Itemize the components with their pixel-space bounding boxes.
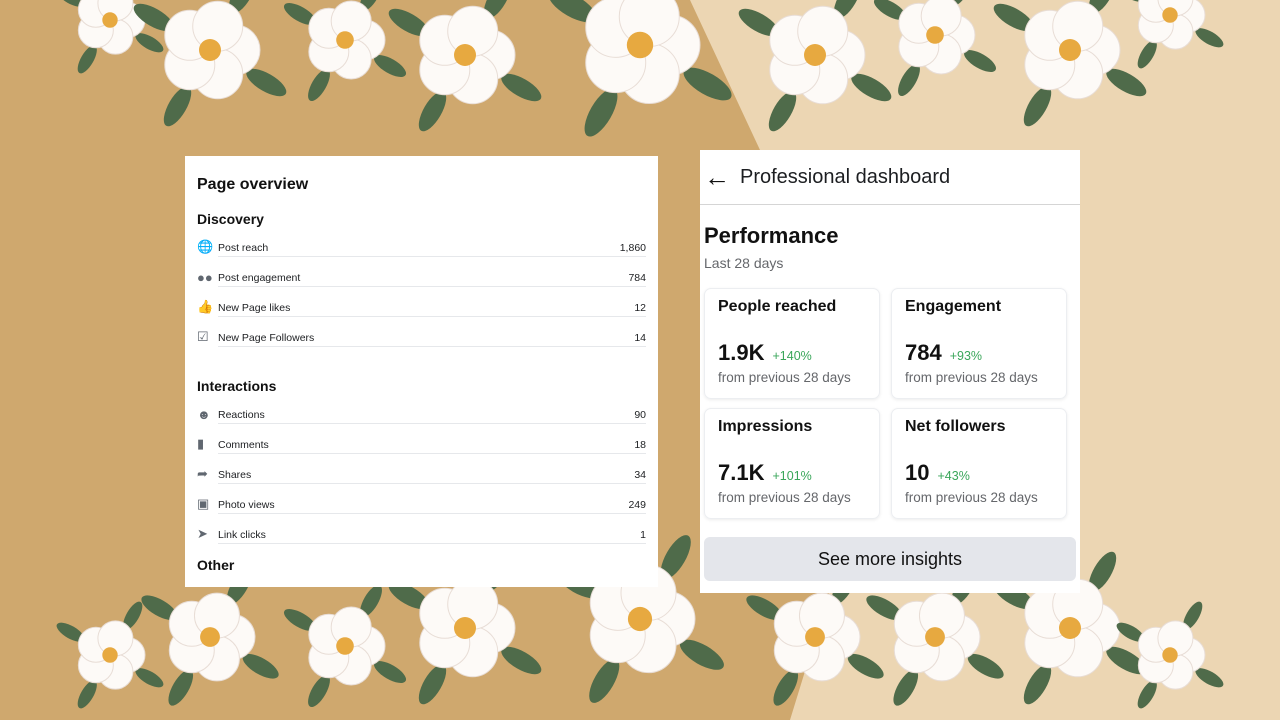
metric-value: 90 xyxy=(634,409,646,421)
dashboard-title: Professional dashboard xyxy=(740,165,951,188)
card-delta: +93% xyxy=(949,349,983,363)
page-overview-panel: Page overview Discovery 🌐 Post reach 1,8… xyxy=(185,156,658,587)
globe-icon: 🌐 xyxy=(197,239,214,254)
list-item: 👍 New Page likes 12 xyxy=(197,292,646,322)
flower-icon xyxy=(133,0,287,127)
card-title: Net followers xyxy=(905,418,1006,435)
list-item: ●● Post engagement 784 xyxy=(197,262,646,292)
metric-card[interactable]: People reached 1.9K +140% from previous … xyxy=(704,288,880,399)
list-item: 🌐 Post reach 1,860 xyxy=(197,232,646,262)
dashboard-header: ← Professional dashboard xyxy=(700,150,1080,205)
flower-icon xyxy=(873,0,997,97)
metric-value: 249 xyxy=(628,499,646,511)
card-title: Engagement xyxy=(905,298,1002,315)
smiley-icon: ☻ xyxy=(197,406,211,422)
metric-label: Link clicks xyxy=(218,529,266,541)
card-value: 10 xyxy=(905,460,930,485)
see-more-insights-button[interactable]: See more insights xyxy=(704,537,1076,581)
flower-icon xyxy=(388,0,542,132)
flower-icon xyxy=(56,0,164,74)
metric-label: Comments xyxy=(218,439,269,451)
performance-heading: Performance xyxy=(704,223,839,248)
list-item: ▮ Comments 18 xyxy=(197,429,646,459)
card-delta: +43% xyxy=(937,469,970,483)
back-arrow-icon[interactable]: ← xyxy=(704,161,730,192)
flower-icon xyxy=(548,0,732,137)
flower-icon xyxy=(1116,601,1224,709)
metric-label: New Page likes xyxy=(218,302,291,314)
metric-label: Reactions xyxy=(218,409,265,421)
metric-value: 34 xyxy=(634,469,646,481)
card-note: from previous 28 days xyxy=(718,490,851,505)
metric-card[interactable]: Net followers 10 +43% from previous 28 d… xyxy=(891,408,1067,519)
metric-label: New Page Followers xyxy=(218,332,315,344)
list-item: ▣ Photo views 249 xyxy=(197,489,646,519)
metric-card[interactable]: Engagement 784 +93% from previous 28 day… xyxy=(891,288,1067,399)
cursor-icon: ➤ xyxy=(197,526,208,541)
flower-icon xyxy=(1116,0,1224,69)
metric-label: Post engagement xyxy=(218,272,301,284)
card-value: 784 xyxy=(905,340,942,365)
flower-icon xyxy=(746,568,884,706)
flower-icon xyxy=(993,0,1147,127)
share-icon: ➦ xyxy=(197,466,208,481)
card-note: from previous 28 days xyxy=(718,370,851,385)
metric-value: 1,860 xyxy=(619,242,646,254)
metric-value: 1 xyxy=(640,529,646,541)
metric-value: 784 xyxy=(628,272,646,284)
flower-icon xyxy=(738,0,892,132)
flower-icon xyxy=(866,568,1004,706)
metric-value: 14 xyxy=(634,332,646,344)
list-item: ☑ New Page Followers 14 xyxy=(197,322,646,352)
metric-label: Photo views xyxy=(218,499,275,511)
photo-icon: ▣ xyxy=(197,496,210,511)
card-note: from previous 28 days xyxy=(905,490,1038,505)
flower-icon xyxy=(283,584,407,708)
card-note: from previous 28 days xyxy=(905,370,1038,385)
card-title: People reached xyxy=(718,298,837,315)
interactions-heading: Interactions xyxy=(197,378,277,394)
other-heading: Other xyxy=(197,557,235,573)
period-label: Last 28 days xyxy=(704,255,784,271)
thumbs-up-icon: 👍 xyxy=(197,299,214,314)
card-title: Impressions xyxy=(718,418,813,435)
card-value: 1.9K xyxy=(718,340,765,365)
flower-icon xyxy=(141,568,279,706)
metric-value: 12 xyxy=(634,302,646,314)
page-title: Page overview xyxy=(197,176,309,193)
follow-check-icon: ☑ xyxy=(197,329,209,344)
people-icon: ●● xyxy=(197,269,213,285)
professional-dashboard-panel: ← Professional dashboard Performance Las… xyxy=(700,150,1080,593)
metric-card[interactable]: Impressions 7.1K +101% from previous 28 … xyxy=(704,408,880,519)
list-item: ☻ Reactions 90 xyxy=(197,399,646,429)
card-delta: +140% xyxy=(772,349,812,363)
comment-icon: ▮ xyxy=(197,436,205,451)
list-item: ➦ Shares 34 xyxy=(197,459,646,489)
metric-label: Shares xyxy=(218,469,252,481)
card-value: 7.1K xyxy=(718,460,765,485)
flower-icon xyxy=(283,0,407,102)
metric-label: Post reach xyxy=(218,242,269,254)
metric-value: 18 xyxy=(634,439,646,451)
card-delta: +101% xyxy=(772,469,812,483)
flower-icon xyxy=(56,601,164,709)
discovery-heading: Discovery xyxy=(197,211,264,227)
list-item: ➤ Link clicks 1 xyxy=(197,519,646,549)
